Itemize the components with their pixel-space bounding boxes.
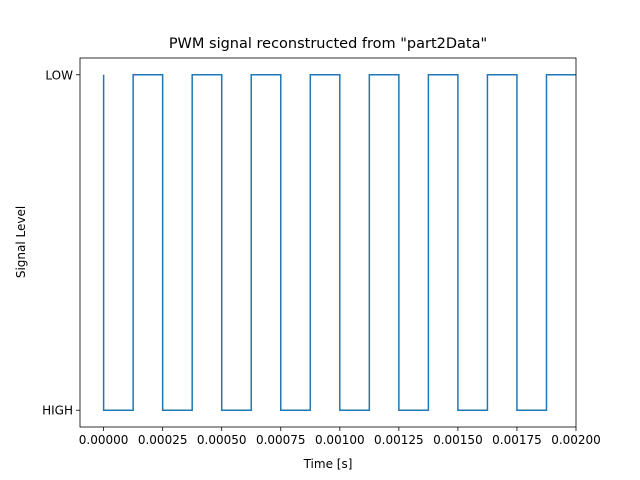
x-tick-label: 0.00100 bbox=[315, 433, 365, 447]
y-axis-ticks: HIGH LOW bbox=[42, 68, 80, 418]
y-tick-label: HIGH bbox=[42, 404, 73, 418]
x-axis-ticks: 0.00000 0.00025 0.00050 0.00075 0.00100 0.001… bbox=[79, 427, 601, 447]
plot-frame bbox=[79, 57, 577, 428]
x-tick-label: 0.00125 bbox=[374, 433, 424, 447]
x-tick-label: 0.00075 bbox=[256, 433, 306, 447]
x-tick-label: 0.00025 bbox=[138, 433, 188, 447]
x-tick-label: 0.00000 bbox=[79, 433, 129, 447]
y-tick-label: LOW bbox=[45, 68, 73, 82]
x-tick-label: 0.00200 bbox=[551, 433, 601, 447]
chart-title: PWM signal reconstructed from "part2Data… bbox=[169, 36, 487, 52]
y-axis-label: Signal Level bbox=[14, 206, 28, 278]
x-tick-label: 0.00175 bbox=[492, 433, 542, 447]
x-tick-label: 0.00050 bbox=[197, 433, 247, 447]
x-tick-label: 0.00150 bbox=[433, 433, 483, 447]
signal-line bbox=[102, 74, 576, 411]
x-axis-label: Time [s] bbox=[303, 457, 353, 471]
